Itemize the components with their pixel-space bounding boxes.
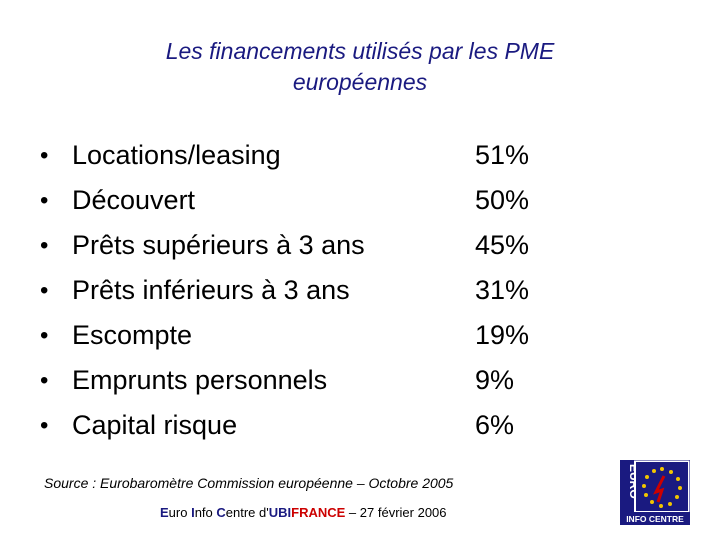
bullet: • (40, 366, 49, 394)
footer-france: FRANCE (291, 505, 346, 520)
item-value: 9% (475, 365, 515, 395)
bullet: • (40, 231, 49, 259)
footer-dash: – (345, 505, 360, 520)
logo-bottom-band (620, 512, 690, 525)
footer-date: 27 février 2006 (359, 505, 447, 520)
slide-title: Les financements utilisés par les PME eu… (80, 36, 640, 98)
item-label: Prêts inférieurs à 3 ans (72, 275, 350, 305)
bullet: • (40, 186, 49, 214)
logo-bottom-text: INFO CENTRE (626, 514, 684, 524)
item-value: 45% (475, 230, 530, 260)
list-item: • Emprunts personnels 9% (40, 358, 560, 403)
footer-text-uro: uro (168, 505, 192, 520)
list-item: • Prêts inférieurs à 3 ans 31% (40, 268, 560, 313)
item-value: 31% (475, 275, 530, 305)
list-item: • Escompte 19% (40, 313, 560, 358)
item-value: 19% (475, 320, 530, 350)
item-label: Emprunts personnels (72, 365, 328, 395)
list-item: • Capital risque 6% (40, 403, 560, 448)
source-note: Source : Eurobaromètre Commission europé… (44, 475, 454, 491)
list-item: • Découvert 50% (40, 178, 560, 223)
footer-text-nfo: nfo (194, 505, 217, 520)
list-item: • Locations/leasing 51% (40, 133, 560, 178)
title-line-2: européennes (292, 69, 428, 95)
bullet: • (40, 321, 49, 349)
item-value: 50% (475, 185, 530, 215)
bullet: • (40, 141, 49, 169)
lightning-icon (653, 475, 666, 503)
item-value: 51% (475, 140, 530, 170)
title-line-1: Les financements utilisés par les PME (165, 38, 555, 64)
footer-initial-e: E (160, 505, 169, 520)
star-circle-icon (642, 467, 682, 508)
euro-info-centre-logo: EURO INFO CENTRE (620, 460, 690, 525)
footer-initial-i: I (191, 505, 195, 520)
logo-side-band (620, 460, 634, 512)
bullet: • (40, 276, 49, 304)
item-label: Découvert (72, 185, 196, 215)
item-label: Capital risque (72, 410, 238, 440)
footer-credit: Euro Info Centre d'UBIFRANCE – 27 févrie… (160, 505, 447, 520)
item-label: Locations/leasing (72, 140, 281, 170)
item-label: Prêts supérieurs à 3 ans (72, 230, 365, 260)
footer-ubi: UBI (268, 505, 292, 520)
list-item: • Prêts supérieurs à 3 ans 45% (40, 223, 560, 268)
footer-initial-c: C (216, 505, 226, 520)
bullet: • (40, 411, 49, 439)
footer-text-entre: entre d' (225, 505, 269, 520)
financing-list: • Locations/leasing 51% • Découvert 50% … (40, 133, 560, 448)
item-label: Escompte (72, 320, 193, 350)
item-value: 6% (475, 410, 515, 440)
